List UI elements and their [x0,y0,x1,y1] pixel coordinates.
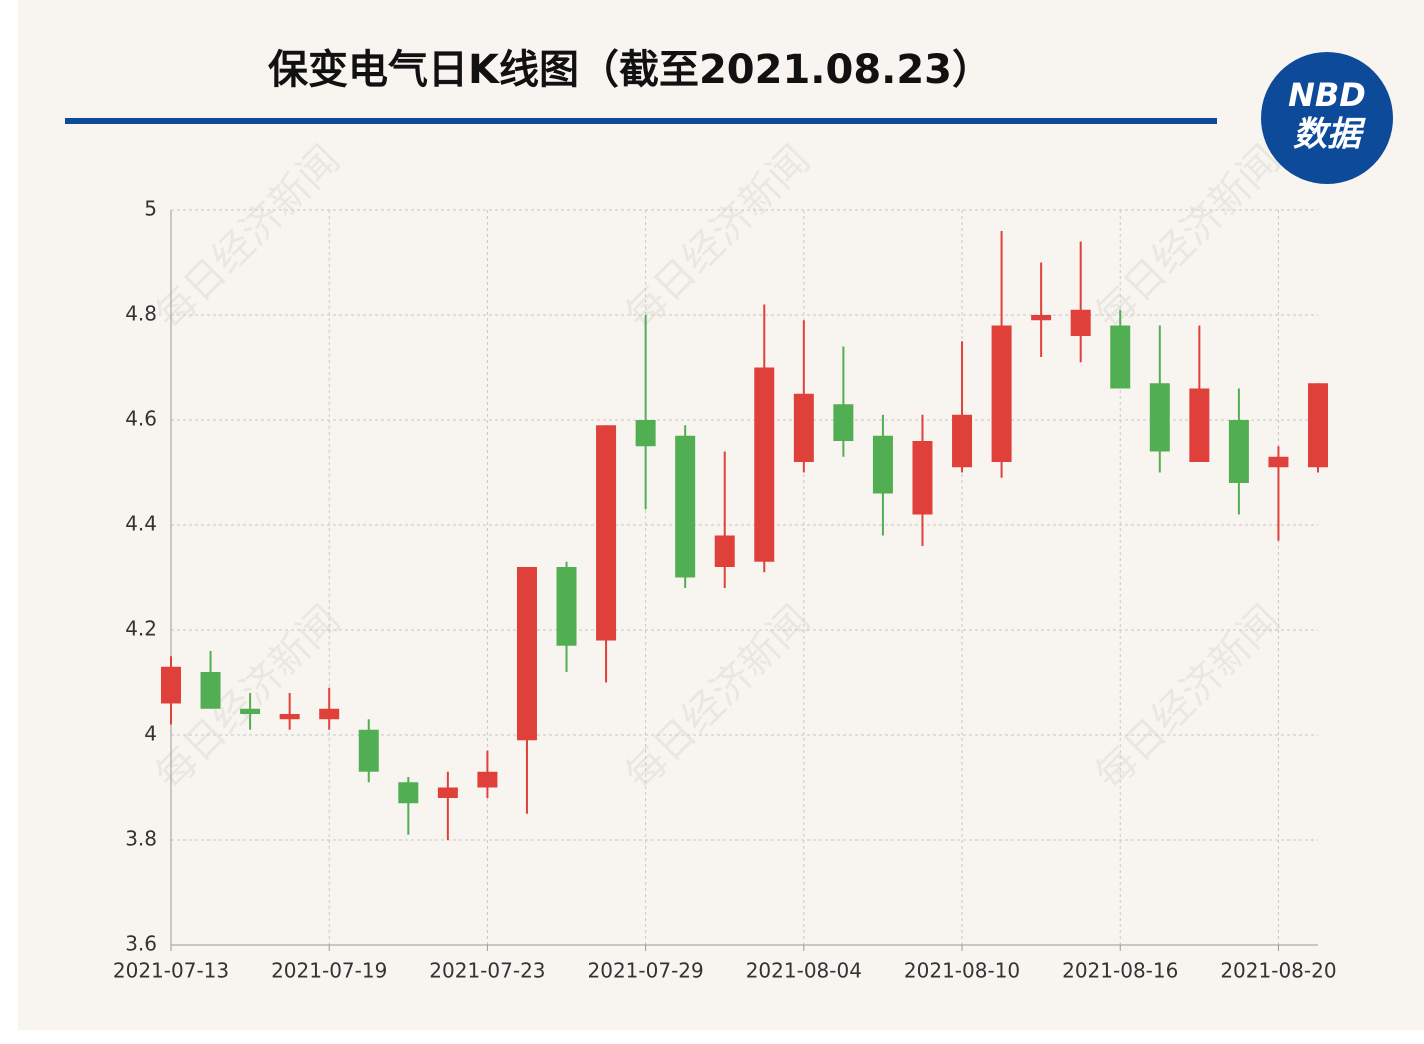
candle-body [596,425,617,641]
candle-body [161,666,181,704]
candle-body [793,393,814,462]
x-tick-label: 2021-08-10 [904,959,1020,983]
candle-body [675,435,696,578]
candle-body [516,567,537,741]
x-tick-label: 2021-07-23 [429,959,545,983]
y-tick-label: 3.8 [125,827,157,851]
x-tick-label: 2021-07-19 [271,959,387,983]
y-tick-label: 4.4 [125,512,157,536]
x-tick-label: 2021-07-13 [113,959,229,983]
candle-body [398,782,419,804]
y-tick-label: 3.6 [125,932,157,956]
candle-body [714,535,735,567]
candle-body [1308,383,1328,468]
candle-body [200,672,221,709]
chart-title: 保变电气日K线图（截至2021.08.23） [268,47,992,93]
candle-body [358,729,379,772]
x-tick-label: 2021-08-04 [746,959,862,983]
candle-body [1149,383,1170,452]
y-tick-label: 4.6 [125,407,157,431]
candle-body [319,708,340,720]
logo-top: NBD [1288,76,1366,114]
candle-body [1189,388,1210,462]
candle-body [1110,325,1131,389]
candle-body [437,787,458,798]
candle-body [556,567,577,646]
x-tick-label: 2021-07-29 [588,959,704,983]
title-rule [65,118,1217,124]
candle-body [952,414,973,468]
candle-body [754,367,775,562]
logo-circle [1261,52,1393,184]
y-tick-label: 4.2 [125,617,157,641]
candle-body [991,325,1012,462]
x-tick-label: 2021-08-20 [1220,959,1336,983]
candle-body [279,714,300,720]
candle-body [872,435,893,494]
x-tick-label: 2021-08-16 [1062,959,1178,983]
candle-body [912,441,933,515]
candle-body [1070,309,1091,336]
logo-bottom: 数据 [1293,115,1366,155]
candle-body [477,771,498,788]
candle-body [240,708,261,714]
candle-body [635,420,656,447]
y-tick-label: 4.8 [125,302,157,326]
candle-body [1268,456,1289,468]
candle-body [1031,315,1052,321]
candle-body [833,404,854,441]
candle-body [1228,420,1249,483]
y-tick-label: 5 [144,197,157,221]
panel [18,0,1424,1030]
logo: NBD 数据 [1261,52,1393,184]
y-tick-label: 4 [144,722,157,746]
